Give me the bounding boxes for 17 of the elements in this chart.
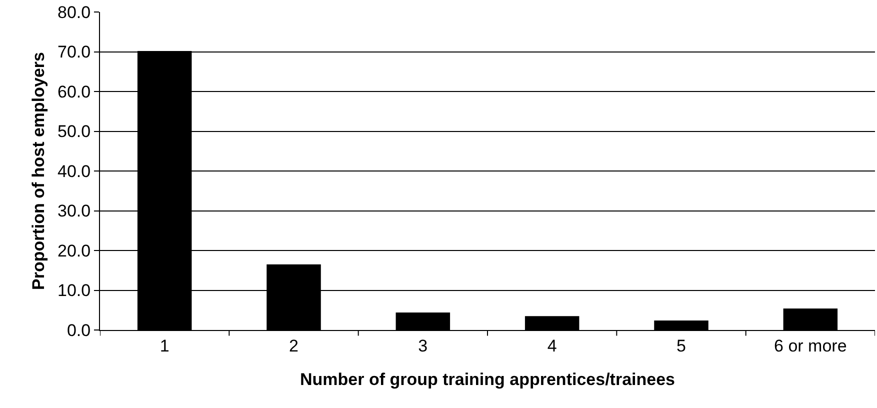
y-axis-title: Proportion of host employers xyxy=(29,52,48,290)
y-tick-label: 10.0 xyxy=(58,281,91,300)
y-tick-label: 0.0 xyxy=(66,320,91,340)
x-tick-label: 5 xyxy=(676,336,686,356)
y-tick-label: 80.0 xyxy=(58,2,91,22)
x-tick-label: 2 xyxy=(289,336,298,356)
x-axis-title: Number of group training apprentices/trainees xyxy=(300,370,676,389)
y-tick-label: 20.0 xyxy=(58,241,91,260)
x-tick-label: 4 xyxy=(547,336,557,356)
y-tick-label: 50.0 xyxy=(58,122,91,142)
y-tick-label: 30.0 xyxy=(58,202,91,221)
x-tick-label: 1 xyxy=(160,336,170,356)
x-tick-label: 6 or more xyxy=(774,336,847,356)
y-tick-label: 70.0 xyxy=(58,42,91,62)
y-tick-label: 60.0 xyxy=(58,82,91,102)
x-tick-label: 3 xyxy=(418,336,428,356)
y-tick-label: 40.0 xyxy=(58,162,91,181)
